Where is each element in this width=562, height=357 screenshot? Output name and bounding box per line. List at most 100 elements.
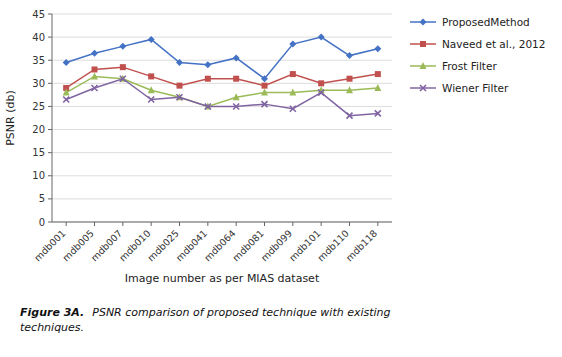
y-tick bbox=[48, 129, 52, 130]
grid-line bbox=[52, 37, 392, 38]
x-tick bbox=[321, 222, 322, 226]
y-tick-label: 0 bbox=[39, 217, 45, 228]
legend-label: Naveed et al., 2012 bbox=[442, 38, 545, 50]
grid-line bbox=[52, 14, 392, 15]
series bbox=[63, 72, 382, 109]
x-tick bbox=[292, 222, 293, 226]
y-tick bbox=[48, 83, 52, 84]
x-tick bbox=[236, 222, 237, 226]
x-axis bbox=[52, 222, 392, 223]
grid-line bbox=[52, 222, 392, 223]
series-line bbox=[66, 37, 378, 79]
background bbox=[0, 0, 562, 357]
series bbox=[63, 34, 382, 83]
y-tick-label: 5 bbox=[39, 193, 45, 204]
point bbox=[289, 41, 296, 48]
point bbox=[120, 64, 126, 70]
grid-line bbox=[52, 83, 392, 84]
y-tick bbox=[48, 14, 52, 15]
x-tick bbox=[349, 222, 350, 226]
y-tick-label: 20 bbox=[32, 124, 45, 135]
y-tick bbox=[48, 106, 52, 107]
point bbox=[375, 110, 381, 116]
y-tick-label: 10 bbox=[32, 170, 45, 181]
point bbox=[233, 93, 240, 100]
legend-item: Frost Filter bbox=[410, 60, 497, 72]
x-tick bbox=[151, 222, 152, 226]
x-axis-label: Image number as per MIAS dataset bbox=[125, 272, 320, 285]
point bbox=[375, 71, 381, 77]
x-tick bbox=[264, 222, 265, 226]
series-line bbox=[66, 79, 378, 116]
point bbox=[204, 61, 211, 68]
legend: ProposedMethodNaveed et al., 2012Frost F… bbox=[410, 16, 545, 94]
x-tick bbox=[207, 222, 208, 226]
legend-label: Frost Filter bbox=[442, 60, 497, 72]
y-tick bbox=[48, 60, 52, 61]
point bbox=[318, 34, 325, 41]
point bbox=[120, 76, 126, 82]
y-tick bbox=[48, 175, 52, 176]
point bbox=[262, 101, 268, 107]
point bbox=[374, 84, 381, 91]
y-axis bbox=[52, 14, 53, 222]
y-tick-label: 35 bbox=[32, 55, 45, 66]
caption-line: techniques. bbox=[20, 321, 84, 334]
y-tick bbox=[48, 152, 52, 153]
x-tick bbox=[377, 222, 378, 226]
grid-line bbox=[52, 152, 392, 153]
point bbox=[346, 86, 353, 93]
point bbox=[205, 76, 211, 82]
point bbox=[119, 75, 126, 82]
point bbox=[262, 83, 268, 89]
point bbox=[63, 89, 70, 96]
y-tick bbox=[48, 37, 52, 38]
point bbox=[148, 97, 154, 103]
x-tick bbox=[66, 222, 67, 226]
legend-label: Wiener Filter bbox=[442, 82, 509, 94]
point bbox=[148, 73, 154, 79]
x-tick bbox=[122, 222, 123, 226]
point bbox=[91, 72, 98, 79]
point bbox=[290, 106, 296, 112]
legend-marker bbox=[420, 62, 427, 69]
point bbox=[318, 90, 324, 96]
y-tick bbox=[48, 222, 52, 223]
chart: 051015202530354045mdb001mdb005mdb007mdb0… bbox=[0, 0, 562, 357]
plot-data bbox=[63, 34, 382, 119]
point bbox=[290, 71, 296, 77]
y-tick bbox=[48, 198, 52, 199]
y-tick-label: 30 bbox=[32, 78, 45, 89]
grid-line bbox=[52, 198, 392, 199]
point bbox=[233, 54, 240, 61]
point bbox=[91, 50, 98, 57]
point bbox=[63, 59, 70, 66]
series-line bbox=[66, 76, 378, 106]
point bbox=[346, 52, 353, 59]
point bbox=[233, 76, 239, 82]
point bbox=[347, 76, 353, 82]
point bbox=[63, 97, 69, 103]
x-tick bbox=[94, 222, 95, 226]
point bbox=[92, 85, 98, 91]
y-tick-label: 15 bbox=[32, 147, 45, 158]
point bbox=[205, 103, 211, 109]
grid-line bbox=[52, 60, 392, 61]
grid bbox=[52, 14, 392, 222]
x-tick-label: mdb118 bbox=[344, 228, 380, 264]
point bbox=[347, 113, 353, 119]
caption-text: PSNR comparison of proposed technique wi… bbox=[20, 306, 391, 334]
y-tick-label: 25 bbox=[32, 101, 45, 112]
grid-line bbox=[52, 175, 392, 176]
legend-marker bbox=[420, 19, 427, 26]
point bbox=[119, 43, 126, 50]
series bbox=[63, 76, 381, 119]
point bbox=[261, 75, 268, 82]
legend-marker bbox=[420, 41, 426, 47]
point bbox=[148, 36, 155, 43]
point bbox=[92, 66, 98, 72]
point bbox=[261, 89, 268, 96]
legend-item: Wiener Filter bbox=[410, 82, 509, 94]
y-axis-label: PSNR (db) bbox=[4, 90, 17, 146]
caption-line: PSNR comparison of proposed technique wi… bbox=[92, 306, 390, 319]
